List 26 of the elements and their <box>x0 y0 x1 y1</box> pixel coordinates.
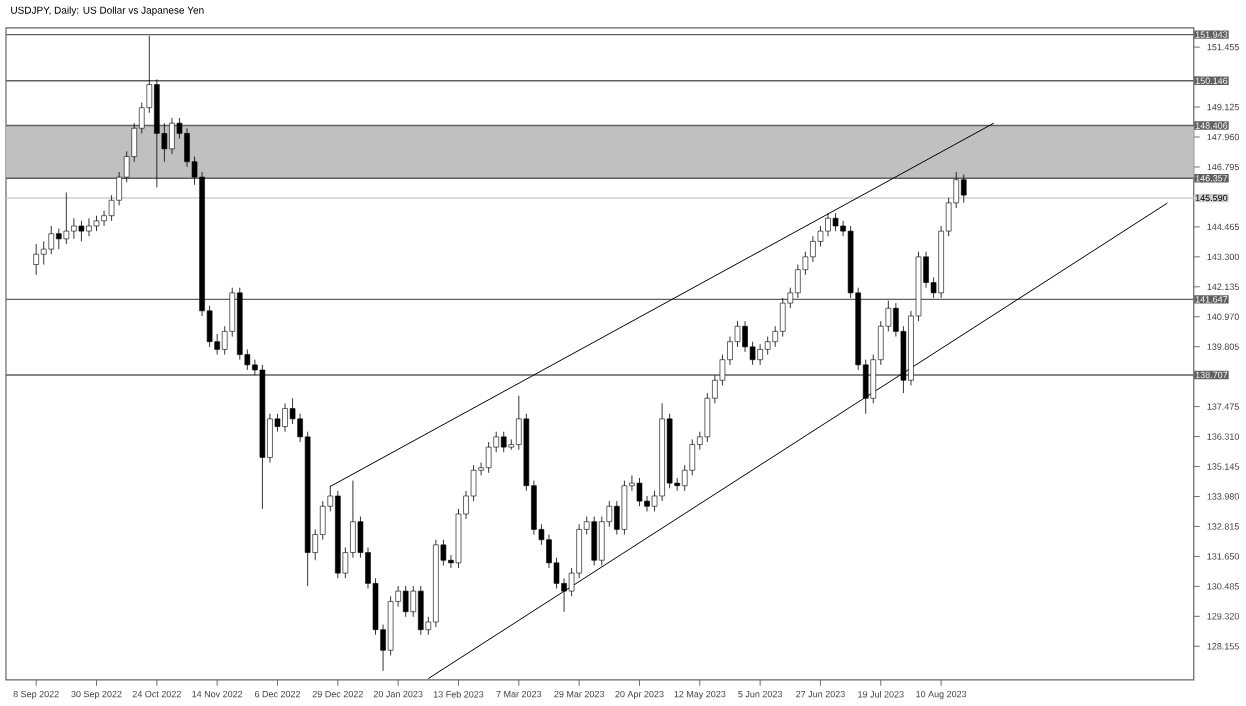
candlestick <box>500 431 507 453</box>
candlestick <box>86 217 92 237</box>
candlestick <box>591 516 598 566</box>
candlestick <box>33 243 39 276</box>
candlestick <box>795 264 801 299</box>
candlestick <box>63 192 70 245</box>
candlestick <box>636 477 643 507</box>
candlestick <box>810 235 816 263</box>
candlestick <box>621 480 628 536</box>
candlestick <box>48 225 55 255</box>
candlestick <box>960 174 967 204</box>
candlestick <box>825 212 831 237</box>
candlestick <box>282 403 288 433</box>
candlestick <box>56 228 62 250</box>
candlestick <box>78 220 85 242</box>
candlestick <box>779 297 786 338</box>
candlestick <box>742 320 748 353</box>
candlestick <box>417 585 424 636</box>
candlestick <box>485 441 492 474</box>
candlestick <box>764 336 771 356</box>
candlestick <box>832 212 839 232</box>
candlestick <box>402 585 409 618</box>
candlestick <box>40 241 47 266</box>
candlestick <box>169 117 175 155</box>
candlestick <box>71 217 77 240</box>
candlestick <box>757 343 763 366</box>
